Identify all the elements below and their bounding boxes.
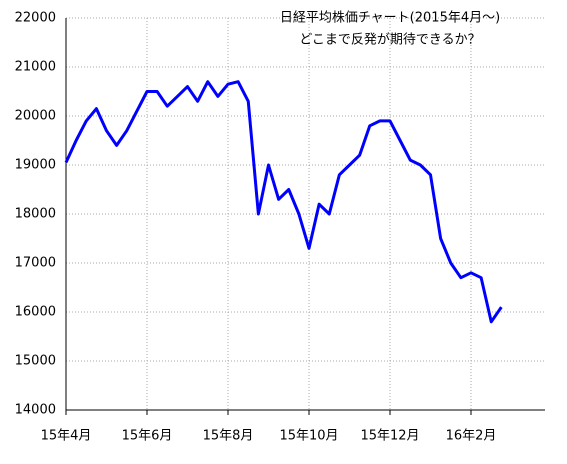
y-tick-label: 18000 (15, 207, 56, 222)
chart-subtitle: どこまで反発が期待できるか？ (299, 33, 480, 48)
y-tick-label: 19000 (15, 158, 56, 173)
x-tick-label: 15年12月 (360, 429, 419, 444)
x-tick-label: 16年2月 (446, 429, 497, 444)
y-tick-label: 21000 (15, 60, 56, 75)
x-tick-label: 15年6月 (122, 429, 173, 444)
price-line (64, 80, 503, 324)
x-tick-label: 15年8月 (203, 429, 254, 444)
x-tick-label: 15年10月 (279, 429, 338, 444)
chart-title: 日経平均株価チャート(2015年4月～) (280, 11, 500, 26)
y-tick-label: 22000 (15, 11, 56, 26)
y-tick-label: 14000 (15, 403, 56, 418)
y-tick-label: 17000 (15, 256, 56, 271)
y-tick-label: 20000 (15, 109, 56, 124)
y-tick-label: 15000 (15, 354, 56, 369)
y-tick-label: 16000 (15, 305, 56, 320)
x-tick-label: 15年4月 (41, 429, 92, 444)
